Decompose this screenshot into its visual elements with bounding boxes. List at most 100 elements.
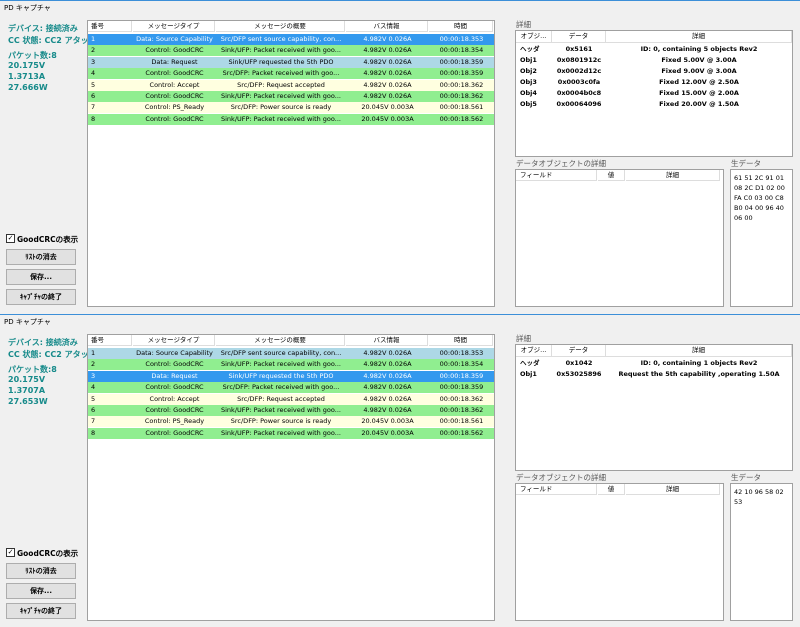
table-cell: 2	[91, 46, 96, 55]
table-cell: 4.982V 0.026A	[363, 371, 412, 380]
status-text: パケット数:8	[8, 51, 57, 60]
table-cell: 5	[91, 80, 96, 89]
table-cell: 00:00:18.359	[439, 371, 484, 380]
column-header: 値	[598, 170, 625, 181]
table-cell: Src/DFP: Packet received with goo...	[222, 69, 340, 78]
table-cell: 7	[91, 103, 96, 112]
table-cell: 00:00:18.561	[439, 103, 484, 112]
column-header: 詳細	[606, 345, 792, 357]
column-header: フィールド	[516, 170, 597, 181]
table-cell: 20.045V 0.003A	[361, 428, 414, 437]
column-header: メッセージの概要	[216, 335, 345, 346]
table-row[interactable]: 1 Data: Source Capability Src/DFP sent sou…	[88, 348, 494, 359]
status-text: CC 状態: CC2 アタッチ	[8, 350, 97, 359]
table-cell: 4.982V 0.026A	[363, 80, 412, 89]
table-cell: Data: Source Capability	[136, 349, 213, 357]
table-row[interactable]: 3 Data: Request Sink/UFP requested the 5th…	[88, 56, 494, 68]
status-text: CC 状態: CC2 アタッチ	[8, 36, 97, 45]
status-text: デバイス: 接続済み	[8, 338, 78, 347]
table-row[interactable]: 4 Control: GoodCRC Src/DFP: Packet receive…	[88, 68, 494, 80]
data-object-table: フィールド値詳細	[515, 483, 724, 621]
table-row[interactable]: 7 Control: PS_Ready Src/DFP: Power source …	[88, 102, 494, 114]
column-header: メッセージタイプ	[133, 21, 215, 32]
table-cell: 6	[91, 406, 96, 414]
column-header: 詳細	[606, 31, 792, 43]
raw-data: 61 51 2C 91 01 08 2C D1 02 00 FA C0 03 0…	[730, 169, 793, 307]
status-text: 20.175V	[8, 61, 46, 70]
column-header: 時間	[429, 21, 493, 32]
table-row[interactable]: 3 Data: Request Sink/UFP requested the 5th…	[88, 370, 494, 382]
table-cell: Control: Accept	[149, 80, 200, 89]
button[interactable]: 保存...	[6, 269, 76, 285]
message-table: 番号 メッセージタイプ メッセージの概要 バス情報 時間 1 Data: Source Ca…	[87, 20, 495, 307]
column-header: 番号	[88, 335, 132, 346]
table-row[interactable]: 5 Control: Accept Src/DFP: Request accepte…	[88, 79, 494, 91]
table-row[interactable]: 8 Control: GoodCRC Sink/UFP: Packet receiv…	[88, 113, 494, 125]
column-header: 値	[598, 484, 625, 495]
table-row[interactable]: 8 Control: GoodCRC Sink/UFP: Packet receiv…	[88, 427, 494, 439]
status-text: 27.666W	[8, 83, 48, 92]
table-cell: 00:00:18.359	[439, 57, 484, 66]
table-cell: Fixed 20.00V @ 1.50A	[659, 100, 739, 108]
table-cell: Src/DFP sent source capability, con...	[220, 349, 342, 357]
table-cell: 00:00:18.353	[439, 35, 484, 43]
table-cell: Control: Accept	[149, 394, 200, 403]
table-cell: Obj5	[520, 100, 537, 108]
table-row[interactable]: 6 Control: GoodCRC Sink/UFP: Packet receiv…	[88, 91, 494, 102]
table-cell: Sink/UFP: Packet received with goo...	[221, 406, 341, 414]
table-cell: Obj1	[520, 56, 537, 64]
table-cell: 4.982V 0.026A	[363, 406, 412, 414]
window-title: PD キャプチャ	[4, 318, 51, 326]
table-cell: Control: GoodCRC	[145, 92, 204, 100]
table-cell: Sink/UFP: Packet received with goo...	[221, 360, 341, 369]
table-cell: Control: PS_Ready	[144, 103, 205, 112]
button[interactable]: ｷｬﾌﾟﾁｬの終了	[6, 603, 76, 619]
table-cell: 4.982V 0.026A	[363, 349, 412, 357]
table-cell: Src/DFP: Power source is ready	[230, 103, 332, 112]
table-cell: 4.982V 0.026A	[363, 360, 412, 369]
table-row[interactable]: 2 Control: GoodCRC Sink/UFP: Packet receiv…	[88, 359, 494, 371]
table-row[interactable]: 6 Control: GoodCRC Sink/UFP: Packet receiv…	[88, 405, 494, 416]
checkbox-label[interactable]: GoodCRCの表示	[17, 549, 79, 558]
button[interactable]: ﾘｽﾄの消去	[6, 249, 76, 265]
button[interactable]: ｷｬﾌﾟﾁｬの終了	[6, 289, 76, 305]
table-cell: Sink/UFP: Packet received with goo...	[221, 114, 341, 123]
table-cell: 4.982V 0.026A	[363, 46, 412, 55]
table-row[interactable]: 5 Control: Accept Src/DFP: Request accepte…	[88, 393, 494, 405]
table-cell: Src/DFP: Power source is ready	[230, 417, 332, 426]
table-cell: Control: GoodCRC	[145, 69, 204, 78]
table-cell: 00:00:18.362	[439, 406, 484, 414]
table-row[interactable]: 7 Control: PS_Ready Src/DFP: Power source …	[88, 416, 494, 428]
panel-label: 生データ	[731, 159, 761, 168]
table-cell: 8	[91, 428, 96, 437]
column-header: バス情報	[346, 335, 428, 346]
table-cell: Obj1	[520, 370, 537, 378]
table-cell: 00:00:18.353	[439, 349, 484, 357]
table-cell: Fixed 15.00V @ 2.00A	[659, 89, 739, 97]
raw-data: 42 10 96 58 02 53	[730, 483, 793, 621]
table-row[interactable]: 2 Control: GoodCRC Sink/UFP: Packet receiv…	[88, 45, 494, 57]
table-cell: Obj4	[520, 89, 537, 97]
table-row[interactable]: 4 Control: GoodCRC Src/DFP: Packet receive…	[88, 382, 494, 394]
panel-label: 詳細	[516, 20, 531, 29]
table-cell: Control: GoodCRC	[145, 114, 204, 123]
table-cell: 4.982V 0.026A	[363, 35, 412, 43]
table-cell: 0x1042	[565, 359, 593, 367]
table-row[interactable]: 1 Data: Source Capability Src/DFP sent sou…	[88, 34, 494, 45]
table-cell: Src/DFP: Request accepted	[237, 394, 325, 403]
table-cell: 0x0004b0c8	[556, 89, 602, 97]
button[interactable]: ﾘｽﾄの消去	[6, 563, 76, 579]
table-cell: Fixed 9.00V @ 3.00A	[661, 67, 737, 75]
table-cell: Src/DFP: Request accepted	[237, 80, 325, 89]
column-header: 詳細	[626, 170, 720, 181]
table-cell: 20.045V 0.003A	[361, 114, 414, 123]
table-cell: 0x0801912c	[556, 56, 602, 64]
detail-table: オブジ... データ 詳細 ヘッダ 0x5161 ID: 0, containing 5 …	[515, 30, 793, 157]
column-header: 時間	[429, 335, 493, 346]
table-cell: ヘッダ	[520, 45, 540, 53]
checkbox-label[interactable]: GoodCRCの表示	[17, 235, 79, 244]
table-cell: 3	[91, 57, 96, 66]
column-header: フィールド	[516, 484, 597, 495]
button[interactable]: 保存...	[6, 583, 76, 599]
column-header: オブジ...	[516, 345, 552, 357]
